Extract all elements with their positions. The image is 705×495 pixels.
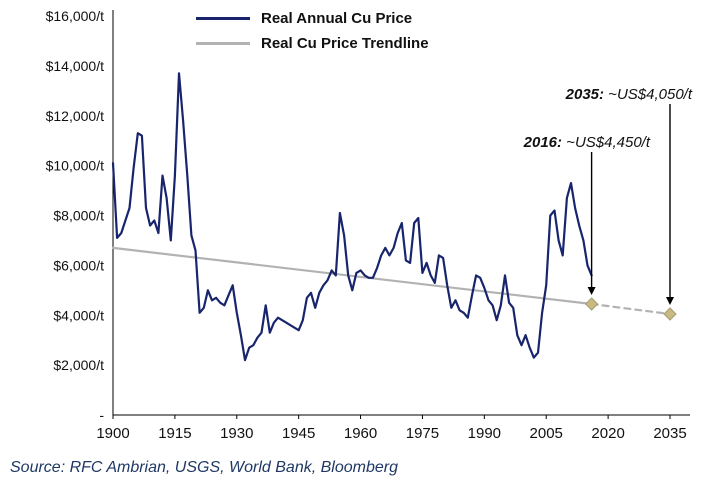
annotation-2035-value: ~US$4,050/t [604, 86, 692, 103]
annotation-2016-value: ~US$4,450/t [562, 134, 650, 151]
x-axis-label: 1900 [96, 425, 129, 442]
annotation-2016-year: 2016: [523, 134, 563, 151]
y-axis-label: $2,000/t [53, 357, 104, 373]
y-axis-label: $16,000/t [46, 8, 104, 24]
y-axis-label: $8,000/t [53, 208, 104, 224]
source-text: Source: RFC Ambrian, USGS, World Bank, B… [10, 459, 398, 476]
trendline-extension [590, 302, 672, 316]
x-axis-label: 1960 [344, 425, 377, 442]
y-axis-label: $10,000/t [46, 158, 104, 174]
x-axis-label: 1990 [468, 425, 501, 442]
x-axis-label: 1945 [282, 425, 315, 442]
x-axis-label: 2005 [530, 425, 563, 442]
price-line-swatch-icon [196, 17, 250, 20]
price-line [111, 72, 593, 362]
y-axis-label: $12,000/t [46, 108, 104, 124]
y-axis-label: - [99, 407, 104, 423]
annotation-2035: 2035: ~US$4,050/t [566, 86, 692, 103]
trendline-marker-diamond [663, 307, 677, 321]
annotation-2016: 2016: ~US$4,450/t [524, 134, 650, 151]
legend-item-price: Real Annual Cu Price [196, 6, 429, 31]
x-axis-label: 2035 [653, 425, 686, 442]
annotation-arrow-head [666, 297, 674, 306]
x-axis-label: 1975 [406, 425, 439, 442]
trendline-swatch-icon [196, 42, 250, 45]
legend-item-trendline: Real Cu Price Trendline [196, 31, 429, 56]
y-axis-label: $14,000/t [46, 58, 104, 74]
legend-label-price: Real Annual Cu Price [261, 10, 413, 27]
annotation-2035-year: 2035: [565, 86, 605, 103]
annotation-arrow-head [587, 287, 596, 296]
trendline-marker-diamond [584, 297, 599, 311]
x-axis-label: 2020 [591, 425, 624, 442]
trendline [111, 246, 593, 306]
x-axis-label: 1930 [220, 425, 253, 442]
y-axis-label: $6,000/t [53, 257, 104, 273]
y-axis-label: $4,000/t [53, 307, 104, 323]
legend-label-trendline: Real Cu Price Trendline [261, 35, 429, 52]
x-axis-label: 1915 [158, 425, 191, 442]
plot-svg: $16,000/t $14,000/t $12,000/t $10,000/t $8,0… [46, 8, 690, 442]
chart-legend: Real Annual Cu Price Real Cu Price Trend… [196, 6, 429, 56]
